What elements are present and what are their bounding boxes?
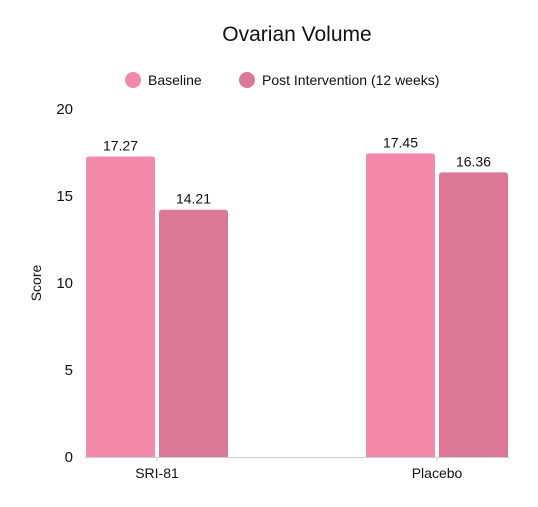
y-tick-label: 10 (56, 275, 73, 292)
data-label: 17.27 (103, 138, 138, 154)
legend: Baseline Post Intervention (12 weeks) (125, 72, 439, 88)
data-label: 14.21 (176, 191, 211, 207)
data-label: 17.45 (383, 134, 418, 150)
legend-label-baseline: Baseline (148, 72, 202, 88)
y-tick-label: 15 (56, 188, 73, 205)
x-tick-label: SRI-81 (135, 465, 179, 481)
bars-group (86, 153, 508, 457)
bar-placebo-series-1 (439, 172, 508, 457)
chart-title: Ovarian Volume (222, 23, 371, 46)
y-tick-label: 0 (65, 449, 73, 466)
y-axis-label: Score (28, 265, 44, 302)
legend-label-post-intervention: Post Intervention (12 weeks) (262, 72, 439, 88)
y-tick-label: 20 (56, 101, 73, 118)
data-label: 16.36 (456, 153, 491, 169)
x-tick-label: Placebo (412, 465, 463, 481)
bar-placebo-series-0 (366, 153, 435, 457)
x-axis: SRI-81 Placebo (135, 457, 463, 481)
bar-sri-81-series-0 (86, 156, 155, 457)
legend-swatch-baseline (125, 72, 141, 88)
bar-sri-81-series-1 (159, 209, 228, 457)
y-axis: 0 5 10 15 20 (56, 101, 73, 466)
y-tick-label: 5 (65, 362, 73, 379)
data-labels-group: 17.27 14.21 17.45 16.36 (103, 134, 491, 206)
legend-swatch-post-intervention (239, 72, 255, 88)
